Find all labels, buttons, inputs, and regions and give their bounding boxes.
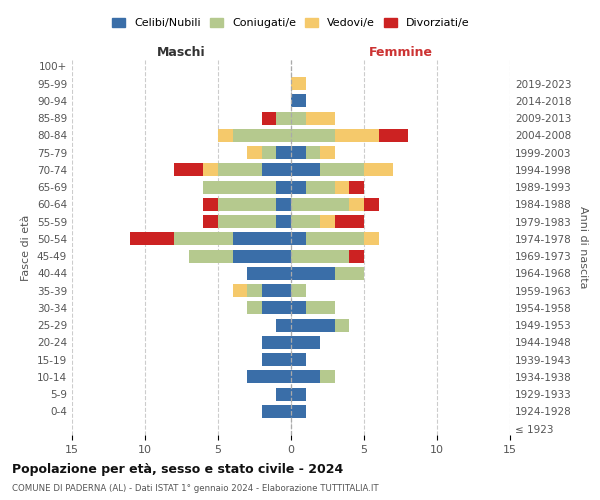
Text: Maschi: Maschi: [157, 46, 206, 59]
Bar: [291, 353, 305, 366]
Bar: [262, 353, 291, 366]
Bar: [291, 370, 320, 384]
Bar: [277, 146, 291, 159]
Bar: [305, 112, 335, 124]
Bar: [247, 146, 262, 159]
Text: Femmine: Femmine: [368, 46, 433, 59]
Bar: [291, 94, 305, 108]
Bar: [277, 215, 291, 228]
Bar: [291, 284, 305, 297]
Bar: [174, 232, 233, 245]
Bar: [335, 318, 349, 332]
Bar: [320, 146, 335, 159]
Y-axis label: Anni di nascita: Anni di nascita: [578, 206, 588, 289]
Bar: [218, 164, 262, 176]
Text: Popolazione per età, sesso e stato civile - 2024: Popolazione per età, sesso e stato civil…: [12, 462, 343, 475]
Bar: [247, 284, 262, 297]
Y-axis label: Fasce di età: Fasce di età: [22, 214, 31, 280]
Bar: [233, 129, 291, 142]
Bar: [247, 370, 291, 384]
Bar: [262, 405, 291, 418]
Bar: [320, 215, 335, 228]
Bar: [335, 129, 379, 142]
Bar: [203, 215, 218, 228]
Bar: [277, 198, 291, 211]
Bar: [305, 302, 335, 314]
Bar: [262, 336, 291, 349]
Bar: [291, 302, 305, 314]
Legend: Celibi/Nubili, Coniugati/e, Vedovi/e, Divorziati/e: Celibi/Nubili, Coniugati/e, Vedovi/e, Di…: [108, 13, 474, 32]
Bar: [291, 146, 305, 159]
Bar: [218, 215, 277, 228]
Bar: [335, 267, 364, 280]
Bar: [233, 250, 291, 262]
Bar: [262, 146, 277, 159]
Bar: [349, 198, 364, 211]
Bar: [335, 215, 364, 228]
Bar: [291, 232, 305, 245]
Bar: [233, 232, 291, 245]
Bar: [174, 164, 203, 176]
Bar: [379, 129, 408, 142]
Bar: [364, 198, 379, 211]
Bar: [262, 302, 291, 314]
Bar: [203, 198, 218, 211]
Bar: [349, 180, 364, 194]
Bar: [218, 198, 277, 211]
Bar: [291, 405, 305, 418]
Bar: [364, 164, 393, 176]
Bar: [262, 284, 291, 297]
Bar: [291, 180, 305, 194]
Bar: [262, 112, 277, 124]
Bar: [233, 284, 247, 297]
Bar: [291, 112, 305, 124]
Bar: [291, 336, 320, 349]
Bar: [203, 164, 218, 176]
Bar: [291, 77, 305, 90]
Bar: [291, 129, 335, 142]
Bar: [320, 370, 335, 384]
Bar: [262, 164, 291, 176]
Bar: [277, 388, 291, 400]
Bar: [203, 180, 277, 194]
Bar: [189, 250, 233, 262]
Bar: [349, 250, 364, 262]
Bar: [291, 164, 320, 176]
Bar: [305, 180, 335, 194]
Bar: [277, 112, 291, 124]
Bar: [364, 232, 379, 245]
Bar: [130, 232, 174, 245]
Bar: [291, 250, 349, 262]
Text: COMUNE DI PADERNA (AL) - Dati ISTAT 1° gennaio 2024 - Elaborazione TUTTITALIA.IT: COMUNE DI PADERNA (AL) - Dati ISTAT 1° g…: [12, 484, 379, 493]
Bar: [247, 267, 291, 280]
Bar: [291, 267, 335, 280]
Bar: [291, 388, 305, 400]
Bar: [305, 146, 320, 159]
Bar: [291, 318, 335, 332]
Bar: [305, 232, 364, 245]
Bar: [320, 164, 364, 176]
Bar: [335, 180, 349, 194]
Bar: [277, 180, 291, 194]
Bar: [291, 198, 349, 211]
Bar: [247, 302, 262, 314]
Bar: [218, 129, 233, 142]
Bar: [291, 215, 320, 228]
Bar: [277, 318, 291, 332]
